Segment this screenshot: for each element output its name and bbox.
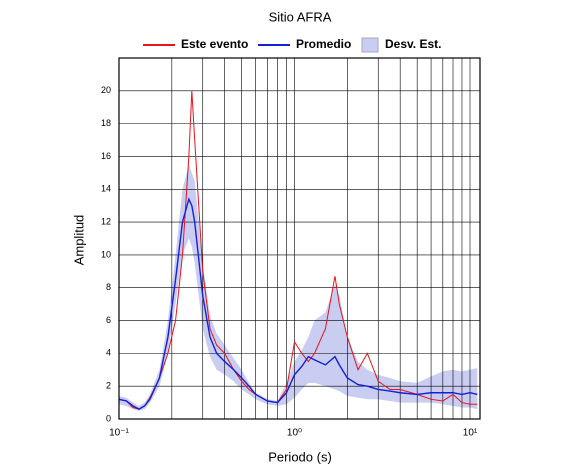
x-axis-label: Periodo (s) bbox=[268, 449, 332, 464]
y-tick-label: 14 bbox=[101, 184, 111, 194]
y-tick-label: 4 bbox=[106, 348, 111, 358]
y-tick-label: 18 bbox=[101, 118, 111, 128]
legend-label: Promedio bbox=[296, 37, 351, 51]
y-tick-label: 20 bbox=[101, 85, 111, 95]
legend-swatch bbox=[361, 37, 379, 53]
y-tick-label: 16 bbox=[101, 151, 111, 161]
y-tick-label: 10 bbox=[101, 249, 111, 259]
y-tick-label: 8 bbox=[106, 282, 111, 292]
legend-label: Desv. Est. bbox=[385, 37, 441, 51]
y-axis-label: Amplitud bbox=[71, 215, 86, 266]
plot-frame bbox=[118, 57, 481, 420]
x-tick-label: 10¹ bbox=[463, 428, 478, 439]
y-tick-label: 0 bbox=[106, 413, 111, 423]
x-tick-label: 10⁰ bbox=[287, 428, 302, 439]
legend-label: Este evento bbox=[181, 37, 248, 51]
series-line bbox=[118, 197, 478, 410]
x-tick-label: 10⁻¹ bbox=[109, 428, 129, 439]
chart-title: Sitio AFRA bbox=[269, 9, 332, 24]
y-tick-label: 12 bbox=[101, 216, 111, 226]
std-band bbox=[119, 164, 478, 411]
y-tick-label: 2 bbox=[106, 381, 111, 391]
y-tick-label: 6 bbox=[106, 315, 111, 325]
